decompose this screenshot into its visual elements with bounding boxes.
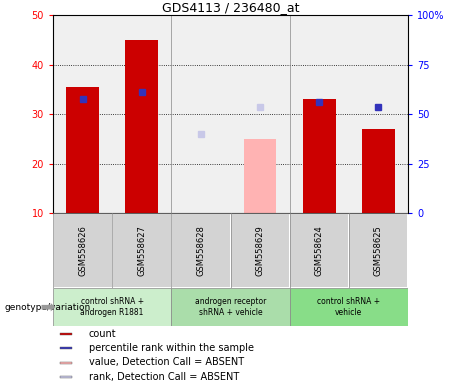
Text: GSM558629: GSM558629 xyxy=(255,225,265,276)
Bar xyxy=(60,348,72,349)
Text: GSM558627: GSM558627 xyxy=(137,225,146,276)
Bar xyxy=(290,214,348,287)
Bar xyxy=(125,40,158,213)
Text: rank, Detection Call = ABSENT: rank, Detection Call = ABSENT xyxy=(89,372,239,382)
Bar xyxy=(60,362,72,364)
Text: genotype/variation: genotype/variation xyxy=(5,303,91,312)
Bar xyxy=(362,129,395,213)
Bar xyxy=(60,376,72,378)
Text: GSM558628: GSM558628 xyxy=(196,225,206,276)
Bar xyxy=(171,288,290,326)
Bar xyxy=(53,214,112,287)
Bar xyxy=(303,99,336,213)
Bar xyxy=(231,214,289,287)
Text: control shRNA +
androgen R1881: control shRNA + androgen R1881 xyxy=(81,298,144,317)
Bar xyxy=(290,288,408,326)
Text: control shRNA +
vehicle: control shRNA + vehicle xyxy=(317,298,380,317)
Bar xyxy=(113,214,171,287)
Text: GSM558624: GSM558624 xyxy=(315,225,324,276)
Text: GSM558626: GSM558626 xyxy=(78,225,87,276)
Text: androgen receptor
shRNA + vehicle: androgen receptor shRNA + vehicle xyxy=(195,298,266,317)
Bar xyxy=(172,214,230,287)
Text: percentile rank within the sample: percentile rank within the sample xyxy=(89,343,254,353)
Text: value, Detection Call = ABSENT: value, Detection Call = ABSENT xyxy=(89,358,243,367)
Bar xyxy=(66,87,99,213)
Bar xyxy=(53,288,171,326)
Bar xyxy=(349,214,408,287)
Bar xyxy=(244,139,276,213)
Text: count: count xyxy=(89,329,116,339)
Text: GSM558625: GSM558625 xyxy=(374,225,383,276)
Title: GDS4113 / 236480_at: GDS4113 / 236480_at xyxy=(162,1,299,14)
Bar xyxy=(60,333,72,335)
